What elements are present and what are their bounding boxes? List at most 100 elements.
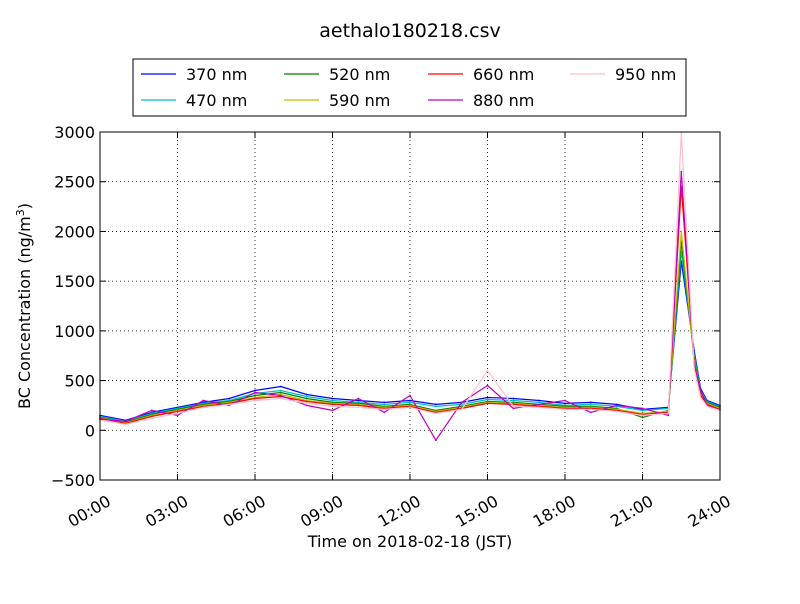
data-point (383, 401, 386, 404)
data-point (667, 412, 670, 415)
data-point (434, 412, 437, 415)
data-point (331, 403, 334, 406)
data-point (305, 393, 308, 396)
data-point (486, 369, 489, 372)
data-point (383, 403, 386, 406)
y-axis: 3000 2500 2000 1500 1000 500 0 −500 (51, 123, 720, 490)
series-lines (99, 131, 721, 442)
data-point (680, 170, 683, 173)
data-point (589, 403, 592, 406)
x-axis-label: Time on 2018-02-18 (JST) (307, 532, 512, 551)
data-point (409, 401, 411, 404)
data-point (202, 399, 205, 402)
data-point (564, 399, 566, 402)
data-point (460, 408, 463, 411)
data-point (486, 396, 489, 399)
data-point (589, 411, 592, 414)
y-tick-label: 0 (85, 421, 95, 440)
data-point (254, 399, 256, 402)
data-point (641, 409, 644, 412)
data-point (254, 389, 256, 392)
legend-label: 590 nm (329, 91, 390, 110)
data-point (150, 409, 153, 412)
y-tick-label: 3000 (54, 123, 95, 142)
data-point (564, 402, 566, 405)
data-point (254, 391, 256, 394)
data-point (460, 401, 463, 404)
data-point (538, 403, 541, 406)
data-point (409, 399, 411, 402)
data-point (305, 395, 308, 398)
data-point (357, 399, 360, 402)
data-point (279, 385, 282, 388)
data-point (486, 398, 489, 401)
y-tick-label: 500 (64, 372, 95, 391)
data-point (305, 402, 308, 405)
data-point (124, 423, 127, 426)
data-point (305, 400, 308, 403)
data-point (383, 411, 386, 414)
data-point (124, 420, 127, 423)
data-point (331, 399, 334, 402)
y-axis-label-superscript: 3 (14, 209, 27, 216)
data-point (434, 405, 437, 408)
data-point (589, 401, 592, 404)
data-point (383, 408, 386, 411)
data-point (228, 403, 231, 406)
data-point (615, 404, 618, 407)
data-point (486, 384, 489, 387)
legend-label: 370 nm (186, 65, 247, 84)
chart-title: aethalo180218.csv (319, 20, 501, 42)
data-point (357, 406, 360, 409)
legend-label: 520 nm (329, 65, 390, 84)
legend-label: 880 nm (473, 91, 534, 110)
data-point (589, 408, 592, 411)
data-point (706, 405, 708, 408)
data-point (150, 417, 153, 420)
series-line-950-nm (99, 131, 721, 425)
data-point (279, 397, 282, 400)
data-point (434, 439, 437, 442)
data-point (176, 414, 179, 417)
plot-area (100, 132, 720, 480)
series-line-590-nm (99, 230, 721, 424)
y-tick-label: 2500 (54, 173, 95, 192)
data-point (305, 404, 308, 407)
y-tick-label: 1500 (54, 272, 95, 291)
data-point (150, 415, 153, 418)
data-point (667, 414, 670, 417)
data-point (176, 412, 179, 415)
data-point (357, 404, 360, 407)
y-tick-label: 1000 (54, 322, 95, 341)
data-point (254, 397, 256, 400)
data-point (641, 414, 644, 417)
data-point (331, 409, 334, 412)
y-tick-label: −500 (51, 471, 95, 490)
legend-label: 660 nm (473, 65, 534, 84)
data-point (641, 416, 644, 419)
legend: 370 nm 470 nm 520 nm 590 nm 660 nm 880 nm 950 … (132, 58, 687, 117)
data-point (564, 408, 566, 411)
data-point (279, 389, 282, 392)
y-axis-label: BC Concentration (ng/m3) (14, 203, 34, 409)
series-line-880-nm (99, 171, 721, 441)
data-point (176, 410, 179, 413)
data-point (538, 406, 541, 409)
data-point (279, 394, 282, 397)
data-point (279, 391, 282, 394)
data-point (680, 230, 683, 233)
data-point (699, 389, 702, 392)
data-point (512, 405, 515, 408)
data-point (331, 397, 334, 400)
y-axis-label-end: ) (15, 203, 34, 209)
y-axis-label-main: BC Concentration (ng/m (15, 216, 34, 409)
data-point (434, 403, 437, 406)
data-point (512, 407, 515, 410)
legend-label: 470 nm (186, 91, 247, 110)
data-point (228, 397, 231, 400)
data-point (512, 399, 515, 402)
data-point (699, 396, 702, 399)
data-point (202, 406, 205, 409)
